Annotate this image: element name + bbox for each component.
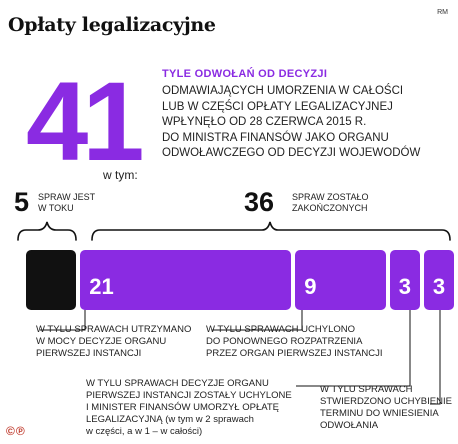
bar-value-label: 9: [304, 274, 317, 299]
note-line: W TYLU SPRAWACH UTRZYMANO: [36, 324, 192, 335]
note-line: w części, a w 1 – w całości): [86, 426, 203, 437]
note-line: PRZEZ ORGAN PIERWSZEJ INSTANCJI: [206, 348, 383, 359]
connector-cancelled: [296, 298, 411, 387]
note-line: PIERWSZEJ INSTANCJI: [36, 348, 142, 359]
note-line: W TYLU SPRAWACH UCHYLONO: [206, 324, 356, 335]
bar-value-label: 3: [432, 274, 446, 299]
closed-brace: [91, 221, 451, 241]
description: ODMAWIAJĄCYCH UMORZENIA W CAŁOŚCI LUB W …: [162, 84, 452, 162]
pending-brace: [17, 221, 77, 241]
note-line: ODWOŁANIA: [320, 420, 379, 431]
note-line: W TYLU SPRAWACH: [320, 384, 413, 395]
bar-segment: [26, 250, 77, 310]
closed-count: 36: [244, 187, 275, 217]
headline: TYLE ODWOŁAŃ OD DECYZJI: [162, 68, 328, 80]
pending-label-line: SPRAW JEST: [38, 192, 96, 202]
description-line: ODWOŁAWCZEGO OD DECYZJI WOJEWODÓW: [162, 147, 421, 159]
note-line: DO PONOWNEGO ROZPATRZENIA: [206, 336, 363, 347]
note-segment: LEGALIZACYJNĄ: [86, 414, 163, 425]
description-line: ODMAWIAJĄCYCH UMORZENIA W CAŁOŚCI: [162, 85, 404, 97]
connector-late: [430, 298, 441, 405]
source-label: RM: [437, 9, 448, 16]
bar-segment: 3: [389, 250, 420, 310]
publisher-logo: ©℗: [6, 424, 26, 438]
description-line: LUB W CZĘŚCI OPŁATY LEGALIZACYJNEJ: [162, 100, 393, 113]
note-upheld: W TYLU SPRAWACH UTRZYMANO W MOCY DECYZJE…: [36, 324, 191, 360]
note-late: W TYLU SPRAWACH STWIERDZONO UCHYBIENIE T…: [320, 384, 452, 432]
pending-count: 5: [14, 187, 30, 217]
note-line: TERMINU DO WNIESIENIA: [320, 408, 439, 419]
bar-value-label: 3: [398, 274, 411, 299]
closed-label: SPRAW ZOSTAŁO ZAKOŃCZONYCH: [292, 192, 369, 214]
note-line: STWIERDZONO UCHYBIENIE: [320, 396, 452, 407]
note-line: W TYLU SPRAWACH DECYZJE ORGANU: [86, 378, 269, 389]
bar-value-label: 21: [89, 274, 114, 299]
total-number: 41: [26, 59, 145, 184]
description-line: DO MINISTRA FINANSÓW JAKO ORGANU: [162, 131, 389, 144]
note-reconsider: W TYLU SPRAWACH UCHYLONO DO PONOWNEGO RO…: [206, 324, 382, 360]
description-line: WPŁYNĘŁO OD 28 CZERWCA 2015 R.: [162, 116, 367, 128]
note-line: PIERWSZEJ INSTANCJI ZOSTAŁY UCHYLONE: [86, 390, 292, 401]
in-which-label: w tym:: [103, 168, 138, 182]
bar-segment: 3: [423, 250, 454, 310]
note-segment: (w tym w 2 sprawach: [162, 414, 254, 425]
bar-segment: 21: [80, 250, 292, 310]
pending-label: SPRAW JEST W TOKU: [38, 192, 95, 214]
note-line: I MINISTER FINANSÓW UMORZYŁ OPŁATĘ: [86, 402, 280, 413]
pending-label-line: W TOKU: [38, 203, 74, 213]
chart-title: Opłaty legalizacyjne: [8, 14, 216, 36]
bar-segment: 9: [295, 250, 386, 310]
closed-label-line: SPRAW ZOSTAŁO: [292, 192, 369, 202]
closed-label-line: ZAKOŃCZONYCH: [292, 203, 368, 213]
note-cancelled: W TYLU SPRAWACH DECYZJE ORGANU PIERWSZEJ…: [86, 378, 292, 438]
note-line: LEGALIZACYJNĄ (w tym w 2 sprawach: [86, 414, 292, 426]
note-line: W MOCY DECYZJE ORGANU: [36, 336, 167, 347]
